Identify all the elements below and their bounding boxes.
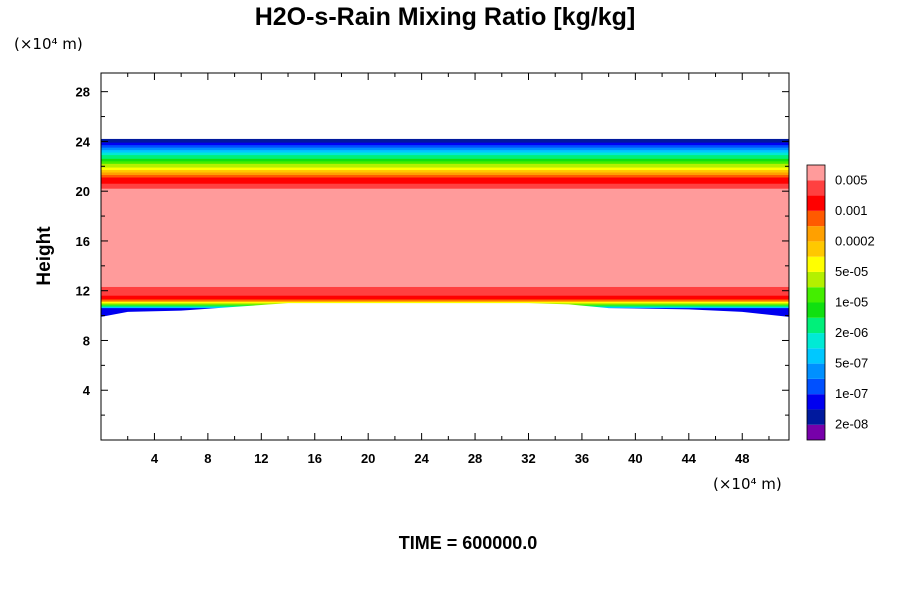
legend-swatch <box>807 333 825 349</box>
x-tick-label: 28 <box>468 451 482 466</box>
legend-swatch <box>807 363 825 379</box>
x-tick-label: 12 <box>254 451 268 466</box>
legend-label: 0.0002 <box>835 233 875 248</box>
legend-swatch <box>807 348 825 364</box>
x-axis-unit: (×10⁴ m) <box>713 475 782 493</box>
legend-label: 1e-07 <box>835 386 868 401</box>
y-tick-label: 20 <box>76 184 90 199</box>
legend-label: 0.001 <box>835 203 868 218</box>
legend-frame <box>806 164 826 441</box>
x-tick-label: 4 <box>151 451 159 466</box>
legend-swatch <box>807 409 825 425</box>
legend-label: 0.005 <box>835 172 868 187</box>
legend-swatch <box>807 210 825 227</box>
legend-swatch <box>807 317 825 334</box>
legend-swatch <box>807 378 825 395</box>
plot-frame <box>100 72 790 441</box>
legend-swatch <box>807 394 825 410</box>
empty-region-below-layer <box>101 303 789 440</box>
x-tick-label: 48 <box>735 451 749 466</box>
y-axis-unit: (×10⁴ m) <box>14 35 83 53</box>
legend-swatch <box>807 195 825 211</box>
chart-title: H2O-s-Rain Mixing Ratio [kg/kg] <box>255 3 636 31</box>
y-tick-label: 24 <box>76 134 91 149</box>
legend-swatch <box>807 226 825 242</box>
x-tick-label: 16 <box>308 451 322 466</box>
legend-swatch <box>807 256 825 272</box>
legend-label: 1e-05 <box>835 295 868 310</box>
legend-label: 2e-08 <box>835 417 868 432</box>
x-tick-label: 36 <box>575 451 589 466</box>
legend-swatch <box>807 424 825 440</box>
x-tick-label: 20 <box>361 451 375 466</box>
y-tick-label: 8 <box>83 333 90 348</box>
legend-swatch <box>807 302 825 318</box>
legend-label: 2e-06 <box>835 325 868 340</box>
y-tick-label: 28 <box>76 85 90 100</box>
legend-swatch <box>807 241 825 257</box>
legend-swatch <box>807 287 825 303</box>
legend-label: 5e-07 <box>835 356 868 371</box>
legend-swatch <box>807 271 825 288</box>
y-tick-label: 16 <box>76 234 90 249</box>
x-tick-label: 40 <box>628 451 642 466</box>
color-legend: 2e-08 1e-07 5e-07 2e-06 1e-05 5e-05 0.0002 0.00… <box>806 164 875 441</box>
y-axis-label: Height <box>34 226 55 286</box>
x-tick-label: 44 <box>682 451 697 466</box>
legend-swatch <box>807 165 825 181</box>
time-label: TIME = 600000.0 <box>399 533 538 553</box>
legend-swatch <box>807 180 825 196</box>
y-tick-label: 12 <box>76 284 90 299</box>
y-tick-label: 4 <box>83 383 91 398</box>
legend-label: 5e-05 <box>835 264 868 279</box>
x-tick-label: 24 <box>414 451 429 466</box>
x-tick-label: 32 <box>521 451 535 466</box>
plot-area <box>101 138 789 440</box>
x-tick-label: 8 <box>204 451 211 466</box>
